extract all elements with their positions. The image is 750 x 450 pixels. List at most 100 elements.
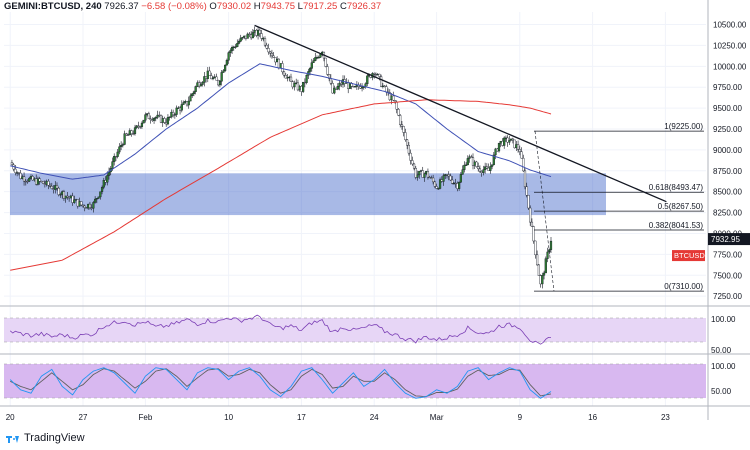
candle-body [360, 86, 364, 89]
candle-body [425, 171, 428, 174]
candle-body [421, 170, 424, 178]
candle-body [463, 164, 466, 170]
candle-body [380, 76, 383, 87]
rsi-level-label: 50.00 [711, 346, 732, 355]
candle-body [191, 93, 194, 97]
tradingview-icon [6, 433, 20, 443]
time-tick-label: Feb [139, 413, 153, 422]
candle-body [203, 76, 206, 83]
candle-body [459, 174, 462, 183]
candle-body [71, 195, 74, 203]
candles-layer [10, 26, 553, 289]
candle-body [173, 114, 176, 116]
candle-body [97, 196, 100, 199]
candle-body [426, 171, 430, 178]
candle-body [241, 37, 244, 39]
candle-body [527, 195, 530, 209]
candle-body [100, 187, 104, 192]
candle-body [400, 124, 404, 127]
candle-body [449, 175, 452, 181]
candle-body [282, 71, 286, 76]
candle-body [206, 70, 209, 79]
candle-body [447, 174, 450, 177]
candle-body [366, 75, 369, 85]
high-label: H [253, 1, 261, 12]
candle-body [236, 43, 239, 47]
price-tick-label: 9750.00 [713, 83, 742, 92]
candle-body [55, 185, 59, 189]
candle-body [140, 122, 144, 127]
candle-body [225, 59, 228, 66]
tradingview-logo[interactable]: TradingView [6, 432, 85, 444]
candle-body [289, 76, 293, 82]
candle-body [42, 181, 45, 184]
ticker-label: BTCUSD [674, 251, 705, 260]
candle-body [442, 175, 445, 182]
candle-body [95, 198, 98, 200]
candle-body [267, 48, 270, 53]
candle-body [277, 58, 280, 69]
candle-body [518, 149, 521, 152]
price-tick-label: 8250.00 [713, 209, 742, 218]
candle-body [62, 191, 66, 199]
candle-body [76, 199, 79, 207]
high-value: 7943.75 [260, 1, 296, 12]
time-tick-label: 17 [297, 413, 306, 422]
candle-body [537, 264, 540, 276]
current-price-label: 7932.95 [711, 235, 740, 244]
candle-body [329, 78, 332, 84]
candle-body [161, 118, 164, 123]
time-tick-label: 16 [588, 413, 597, 422]
candle-body [158, 114, 161, 117]
candle-body [178, 107, 182, 111]
candle-body [220, 72, 223, 82]
candle-body [544, 258, 547, 274]
candle-body [542, 272, 546, 276]
candle-body [45, 180, 48, 185]
candle-body [506, 137, 509, 143]
rsi-level-label: 100.00 [711, 315, 736, 324]
candle-body [393, 100, 397, 103]
candle-body [534, 240, 537, 256]
candle-body [194, 86, 197, 92]
candle-body [478, 168, 482, 172]
candle-body [466, 158, 469, 166]
candle-body [286, 77, 289, 79]
rsi-band [4, 318, 706, 342]
fib-connector [534, 131, 555, 292]
candle-body [116, 151, 119, 157]
candle-body [180, 104, 183, 111]
candle-body [482, 169, 485, 173]
candle-body [438, 179, 442, 189]
candle-body [22, 176, 26, 182]
time-tick-label: 24 [370, 413, 379, 422]
candle-body [48, 185, 52, 187]
ma-long-line [10, 99, 552, 271]
candle-body [43, 183, 46, 185]
candle-body [68, 196, 71, 199]
fib-level-label: 0(7310.00) [664, 282, 703, 291]
candle-body [314, 57, 317, 61]
candle-body [69, 195, 72, 199]
last-price: 7926.37 [104, 1, 139, 12]
candle-body [520, 151, 523, 159]
price-axis[interactable]: 10500.00 10250.00 10000.00 9750.00 9500.00 92… [672, 0, 750, 420]
ma-short-line [10, 63, 552, 180]
candle-body [54, 185, 57, 190]
candle-body [445, 174, 449, 176]
candle-body [385, 86, 388, 93]
candle-body [38, 178, 41, 182]
symbol-label[interactable]: GEMINI:BTCUSD, 240 [4, 1, 102, 12]
candle-body [412, 163, 416, 169]
candle-body [192, 91, 196, 94]
candle-body [291, 81, 294, 88]
time-tick-label: 23 [661, 413, 670, 422]
time-axis[interactable]: 20 27 Feb 10 17 24 Mar 9 16 23 [6, 413, 671, 422]
candle-body [428, 176, 431, 179]
candle-body [373, 73, 376, 75]
close-label: C [339, 1, 347, 12]
candle-body [430, 177, 433, 179]
candle-body [397, 109, 400, 116]
candle-body [156, 114, 159, 118]
